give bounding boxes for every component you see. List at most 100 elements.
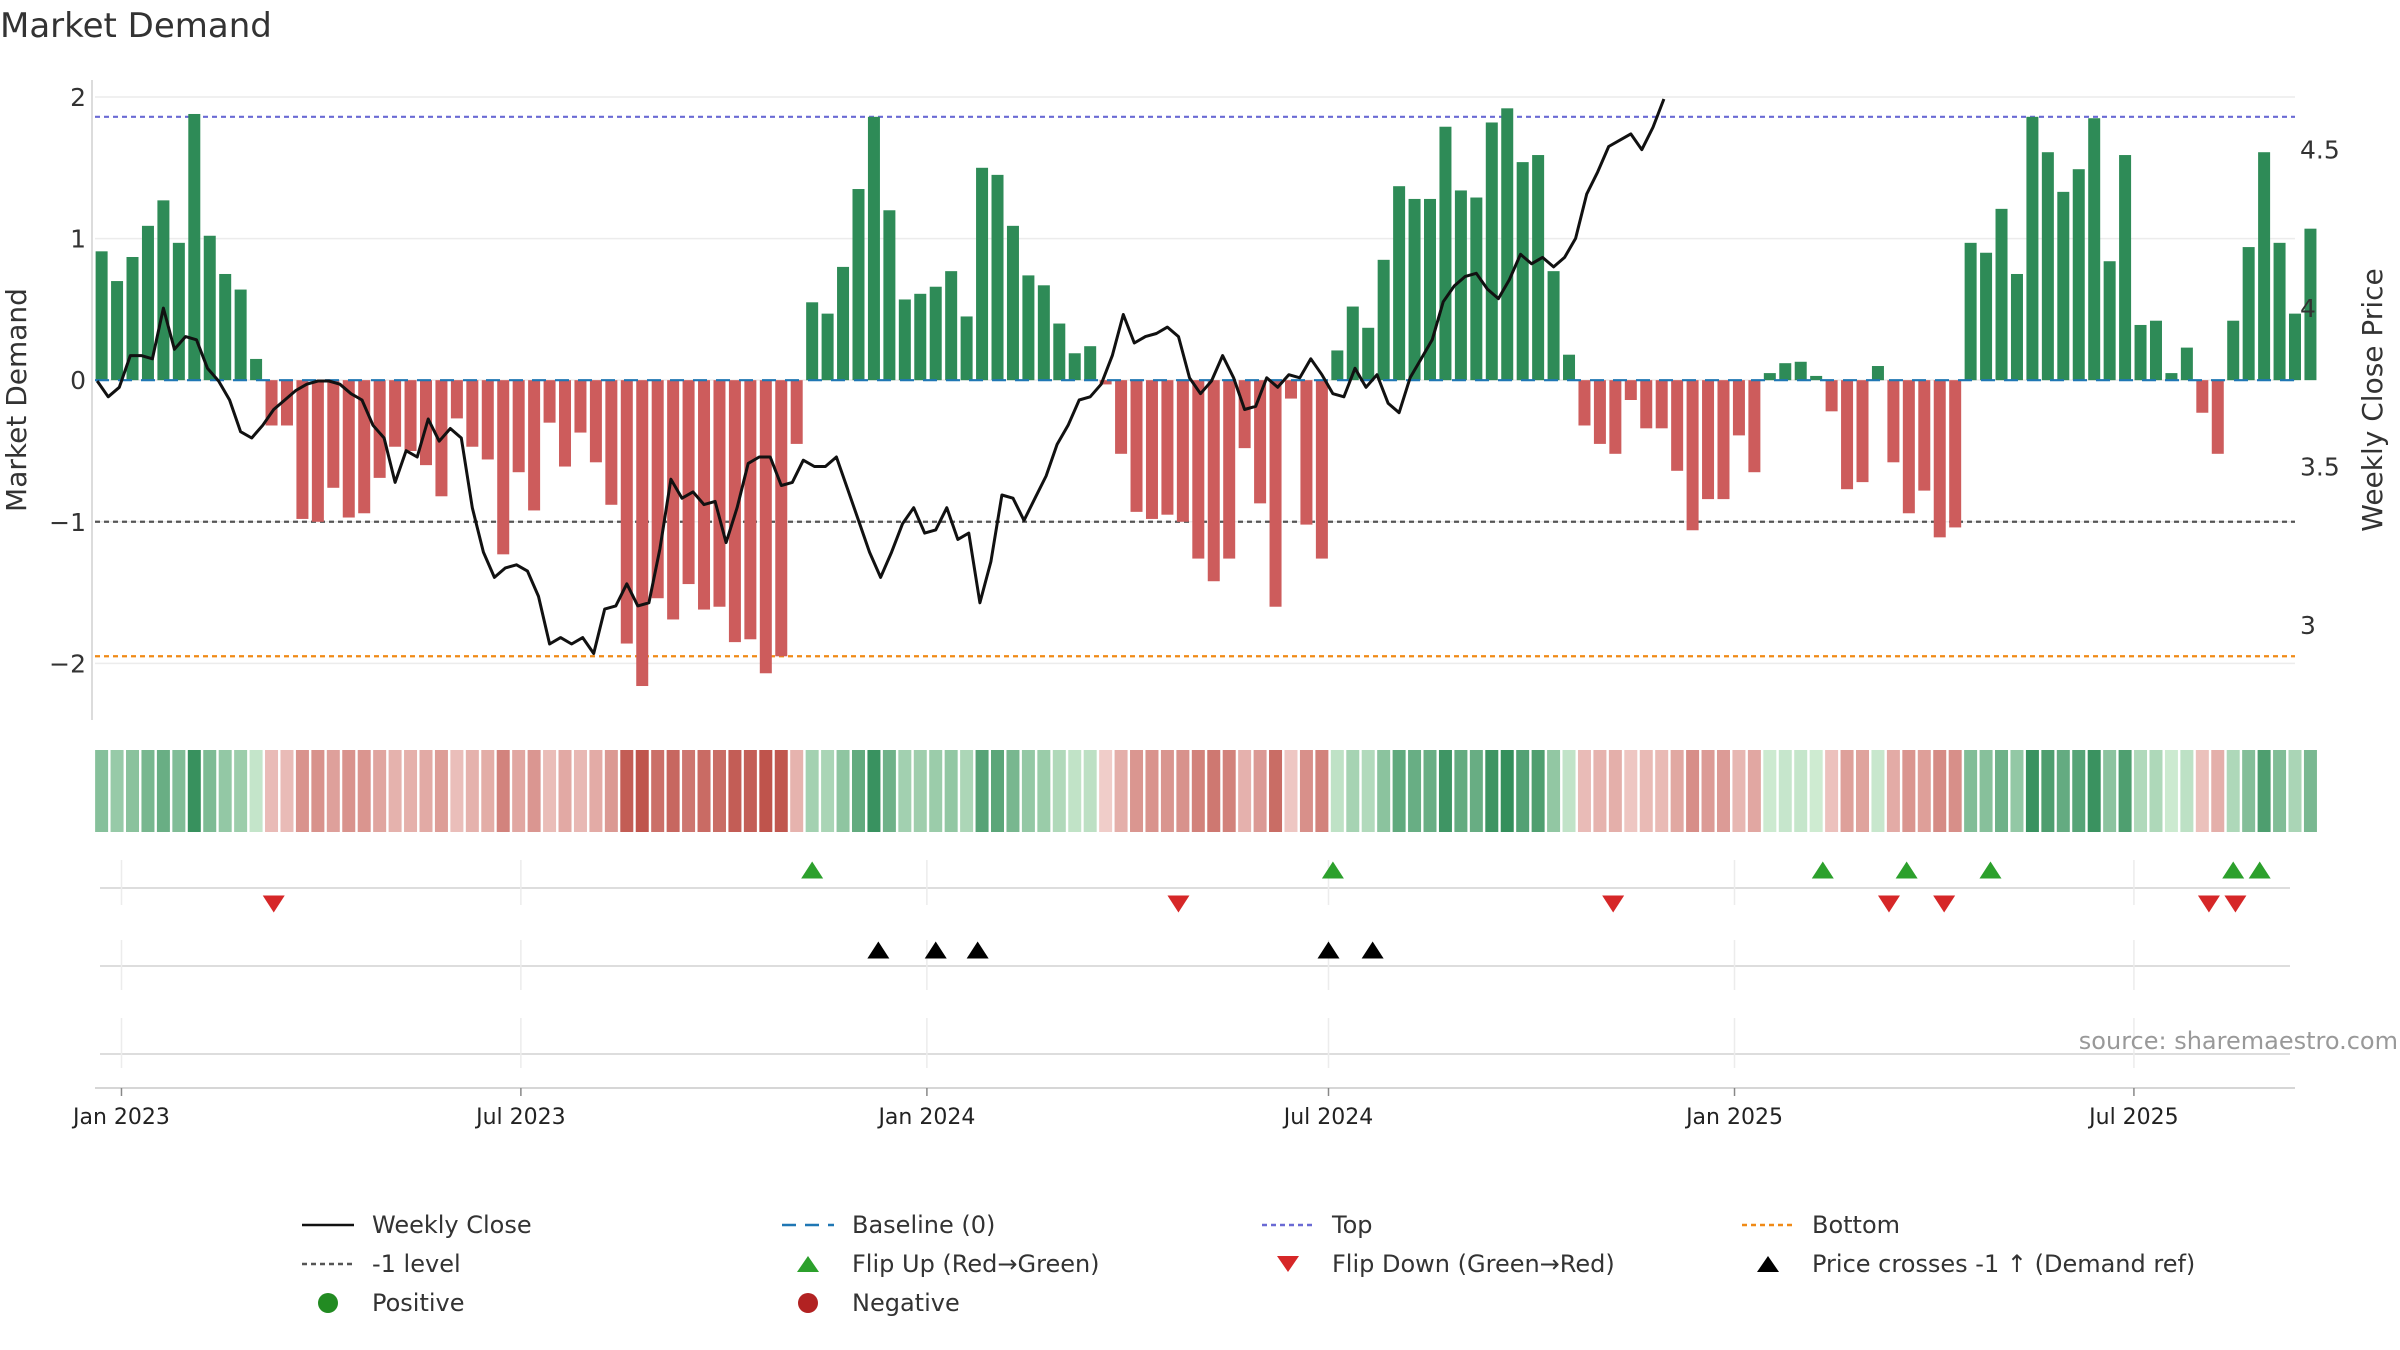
y2-axis-ticks: 4.5 4 3.5 3 xyxy=(2300,136,2340,640)
flip-down-marker xyxy=(2197,895,2220,913)
demand-bar xyxy=(2041,152,2054,381)
x-tick-label: Jul 2023 xyxy=(474,1105,566,1130)
demand-bar xyxy=(1223,380,1236,559)
heat-cell xyxy=(512,750,526,832)
heat-cell xyxy=(1330,750,1344,832)
heat-cell xyxy=(944,750,958,832)
demand-bar xyxy=(1779,363,1792,381)
demand-bar xyxy=(1068,353,1081,381)
demand-bar xyxy=(636,380,649,687)
heat-cell xyxy=(666,750,680,832)
demand-bar xyxy=(172,242,185,381)
demand-bar xyxy=(1578,380,1591,426)
heat-cell xyxy=(1547,750,1561,832)
heat-cell xyxy=(1608,750,1622,832)
demand-bar xyxy=(1841,380,1854,490)
legend-symbol xyxy=(1742,1223,1794,1226)
x-tick-label: Jul 2025 xyxy=(2087,1105,2179,1130)
heat-cell xyxy=(187,750,201,832)
demand-bar xyxy=(404,380,417,451)
heat-cell xyxy=(1284,750,1298,832)
price-cross-panel xyxy=(867,941,1384,959)
heat-cell xyxy=(1948,750,1962,832)
demand-bar xyxy=(744,380,757,640)
demand-bar xyxy=(1022,275,1035,381)
heat-cell xyxy=(1902,750,1916,832)
demand-bar xyxy=(1516,162,1529,381)
heat-cell xyxy=(2273,750,2287,832)
heat-cell xyxy=(543,750,557,832)
heat-cell xyxy=(1052,750,1066,832)
demand-bar xyxy=(111,281,124,381)
legend-item: Price crosses -1 ↑ (Demand ref) xyxy=(1740,1249,2220,1279)
heat-cell xyxy=(1377,750,1391,832)
heat-cell xyxy=(697,750,711,832)
flip-up-marker xyxy=(801,861,824,879)
demand-bar xyxy=(1825,380,1838,412)
y-axis-ticks: 2 1 0 −1 −2 xyxy=(49,83,86,678)
demand-bar xyxy=(806,302,819,381)
heat-cell xyxy=(991,750,1005,832)
demand-bar xyxy=(265,380,278,426)
heat-cell xyxy=(1886,750,1900,832)
heat-cell xyxy=(1469,750,1483,832)
heat-cell xyxy=(1454,750,1468,832)
y2-axis-label: Weekly Close Price xyxy=(2356,268,2389,531)
legend-item: Positive xyxy=(300,1288,780,1318)
legend-item: Flip Up (Red→Green) xyxy=(780,1249,1260,1279)
demand-bar xyxy=(1053,323,1066,381)
legend-label: Baseline (0) xyxy=(852,1210,996,1239)
legend-row: Positive Negative xyxy=(300,1283,2250,1322)
heat-cell xyxy=(2118,750,2132,832)
heat-cell xyxy=(156,750,170,832)
heat-cell xyxy=(2134,750,2148,832)
demand-bar xyxy=(1408,198,1421,381)
heat-cell xyxy=(280,750,294,832)
demand-bar xyxy=(1269,380,1282,607)
x-tick-label: Jan 2023 xyxy=(71,1105,170,1130)
demand-bar xyxy=(605,380,618,505)
demand-bar xyxy=(1192,380,1205,559)
demand-bar xyxy=(481,380,494,460)
heat-cell xyxy=(836,750,850,832)
heat-cell xyxy=(620,750,634,832)
heat-cell xyxy=(1253,750,1267,832)
price-cross-marker xyxy=(1317,941,1340,959)
demand-bar xyxy=(1454,190,1467,381)
legend-row: -1 level Flip Up (Red→Green) Flip Down (Gr… xyxy=(300,1244,2250,1283)
legend-triangle-up xyxy=(797,1255,819,1272)
legend-label: Top xyxy=(1332,1210,1373,1239)
demand-bar xyxy=(2149,320,2162,381)
demand-bar xyxy=(1331,350,1344,381)
heat-cell xyxy=(1871,750,1885,832)
heat-cell xyxy=(450,750,464,832)
lower-panels-grid xyxy=(95,860,2295,1089)
heat-cell xyxy=(1145,750,1159,832)
heat-cell xyxy=(1099,750,1113,832)
heat-cell xyxy=(1160,750,1174,832)
heat-cell xyxy=(2288,750,2302,832)
demand-bar xyxy=(1933,380,1946,538)
heat-cell xyxy=(1500,750,1514,832)
y2-tick-label: 4.5 xyxy=(2300,136,2340,165)
legend-symbol xyxy=(797,1255,819,1272)
flip-up-marker xyxy=(1979,861,2002,879)
heat-cell xyxy=(1701,750,1715,832)
demand-bar xyxy=(1717,380,1730,500)
demand-bar xyxy=(2057,191,2070,381)
demand-bar xyxy=(1748,380,1761,473)
demand-bar xyxy=(1377,259,1390,381)
x-tick-label: Jul 2024 xyxy=(1282,1105,1374,1130)
heat-cell xyxy=(1130,750,1144,832)
heat-cell xyxy=(1068,750,1082,832)
demand-bar xyxy=(389,380,402,447)
heat-cell xyxy=(604,750,618,832)
heat-cell xyxy=(1361,750,1375,832)
demand-bar xyxy=(126,256,139,381)
flip-markers-panel xyxy=(262,861,2271,913)
weekly-close-line xyxy=(95,98,1666,655)
heat-cell xyxy=(635,750,649,832)
demand-bar xyxy=(867,116,880,381)
legend-item: Bottom xyxy=(1740,1210,2220,1240)
legend-triangle-up xyxy=(1757,1255,1779,1272)
